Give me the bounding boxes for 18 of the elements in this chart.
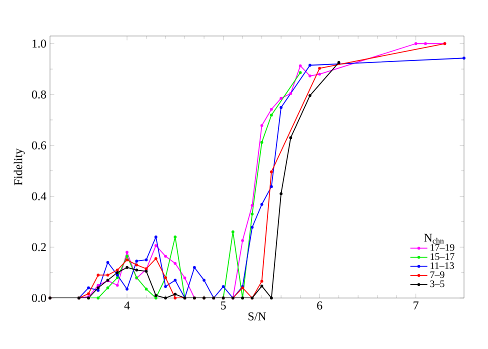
x-tick-label: 4 [124, 302, 130, 310]
x-tick-label: 6 [317, 302, 322, 310]
legend-title: N$_{chn}$ [424, 234, 444, 244]
legend-label: 17–19 [430, 244, 454, 251]
legend-label: 3–5 [430, 280, 444, 288]
x-tick-label: 7 [414, 302, 418, 310]
x-tick-label: 5 [221, 302, 226, 310]
y-tick-label: 0.8 [32, 90, 46, 99]
x-axis-title: S/N [248, 312, 266, 320]
y-tick-label: 0.4 [32, 192, 46, 200]
y-tick-label: 0.0 [32, 294, 46, 302]
y-tick-label: 1.0 [32, 40, 46, 48]
y-tick-label: 0.6 [32, 141, 46, 150]
y-tick-label: 0.2 [32, 243, 46, 252]
legend-label: 11–13 [430, 262, 454, 269]
y-axis-title: Fidelity [14, 148, 25, 186]
legend-label: 7–9 [430, 271, 444, 278]
legend-label: 15–17 [430, 253, 454, 260]
